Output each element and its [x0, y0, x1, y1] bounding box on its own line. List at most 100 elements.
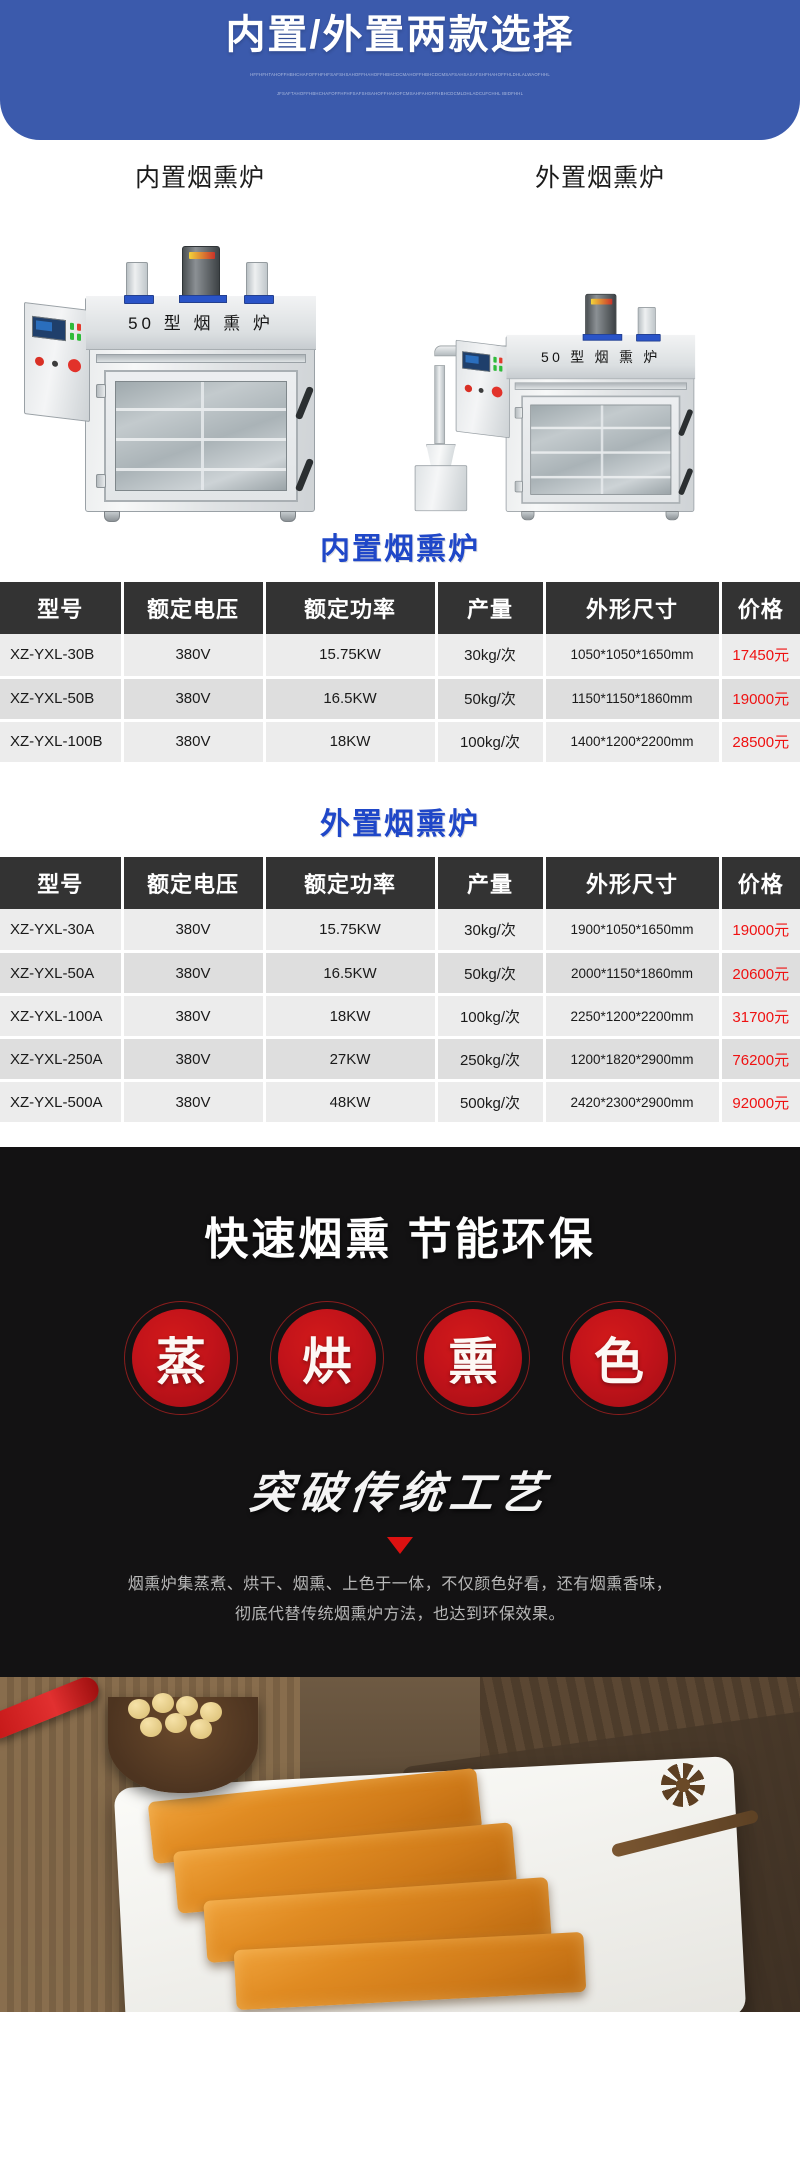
- feature-paragraph-line-1: 烟熏炉集蒸煮、烘干、烟熏、上色于一体，不仅颜色好看，还有烟熏香味，: [127, 1576, 673, 1593]
- table-row: XZ-YXL-30B 380V 15.75KW 30kg/次 1050*1050…: [0, 634, 800, 679]
- blower-motor-icon: [179, 246, 227, 303]
- table-row: XZ-YXL-500A 380V 48KW 500kg/次 2420*2300*…: [0, 1080, 800, 1125]
- badge-label: 熏: [424, 1309, 522, 1407]
- cell-voltage: 380V: [122, 951, 266, 996]
- oven-head: 50 型 烟 熏 炉: [506, 334, 696, 380]
- cell-power: 15.75KW: [264, 634, 438, 679]
- product-image-internal: 50 型 烟 熏 炉: [0, 212, 400, 522]
- cell-price: 19000元: [720, 677, 800, 722]
- table-row: XZ-YXL-50A 380V 16.5KW 50kg/次 2000*1150*…: [0, 951, 800, 996]
- cell-model: XZ-YXL-30B: [0, 634, 124, 679]
- showcase-label-internal: 内置烟熏炉: [134, 164, 265, 192]
- col-header-price: 价格: [720, 582, 800, 634]
- oven-body: 50 型 烟 熏 炉: [24, 246, 316, 522]
- hero-subtitle-line-2: JFSAFTAHOFFHBHCHAFOFFHFHFSAFSHSAHOFFHAHO…: [276, 90, 524, 97]
- cell-voltage: 380V: [122, 908, 266, 953]
- section-spacer: [0, 764, 800, 787]
- soy-bean-icon: [176, 1696, 198, 1716]
- oven-foot-icon: [280, 511, 296, 522]
- feature-paragraph: 烟熏炉集蒸煮、烘干、烟熏、上色于一体，不仅颜色好看，还有烟熏香味， 彻底代替传统…: [0, 1570, 800, 1631]
- cell-output: 30kg/次: [436, 908, 546, 953]
- badge-label: 色: [570, 1309, 668, 1407]
- indicator-green-1-icon: [493, 356, 497, 363]
- showcase-label-external: 外置烟熏炉: [534, 164, 665, 192]
- power-button-icon: [464, 384, 473, 393]
- cell-power: 15.75KW: [264, 908, 438, 953]
- hero-subtitle-line-1: HFFHFHTAHOFFHBHCHAFOFFHFHFSAFSHSAHOFFHAH…: [250, 71, 550, 78]
- blower-motor-icon: [582, 293, 623, 341]
- cell-price: 17450元: [720, 634, 800, 679]
- cell-output: 500kg/次: [436, 1080, 546, 1125]
- cell-model: XZ-YXL-50A: [0, 951, 124, 996]
- oven-door-frame: [521, 395, 681, 504]
- cell-voltage: 380V: [122, 1037, 266, 1082]
- indicator-green-1-icon: [70, 322, 74, 331]
- badge-label: 烘: [278, 1309, 376, 1407]
- cell-price: 31700元: [720, 994, 800, 1039]
- oven-door-mullion: [600, 405, 604, 494]
- cell-model: XZ-YXL-250A: [0, 1037, 124, 1082]
- cell-power: 48KW: [264, 1080, 438, 1125]
- oven-foot-icon: [521, 511, 535, 521]
- cell-output: 30kg/次: [436, 634, 546, 679]
- feature-badge-row: 蒸 烘 熏 色: [0, 1301, 800, 1415]
- cell-price: 19000元: [720, 908, 800, 953]
- lcd-display-icon: [32, 315, 66, 342]
- door-hinge-icon: [514, 480, 523, 493]
- food-photo: [0, 1677, 800, 2012]
- indicator-green-3-icon: [499, 365, 503, 372]
- toggle-knob-icon: [478, 387, 484, 394]
- cell-size: 1050*1050*1650mm: [544, 634, 722, 679]
- col-header-voltage: 额定电压: [122, 856, 266, 909]
- col-header-output: 产量: [436, 856, 546, 909]
- toggle-knob-icon: [52, 360, 58, 368]
- cell-size: 2420*2300*2900mm: [544, 1080, 722, 1125]
- oven-door-frame: [104, 370, 298, 502]
- cell-size: 2000*1150*1860mm: [544, 951, 722, 996]
- door-hinge-icon: [96, 474, 106, 488]
- chimney-left-icon: [124, 262, 154, 304]
- oven-glass-window: [530, 404, 672, 495]
- indicator-red-1-icon: [499, 357, 503, 364]
- col-header-output: 产量: [436, 582, 546, 634]
- col-header-model: 型号: [0, 582, 124, 634]
- stop-button-icon: [491, 386, 503, 398]
- oven-vent-slot: [514, 382, 687, 390]
- stop-button-icon: [68, 358, 81, 373]
- cell-price: 20600元: [720, 951, 800, 996]
- cell-model: XZ-YXL-100A: [0, 994, 124, 1039]
- col-header-size: 外形尺寸: [544, 856, 722, 909]
- cell-price: 28500元: [720, 720, 800, 765]
- indicator-green-2-icon: [493, 364, 497, 372]
- cell-power: 18KW: [264, 720, 438, 765]
- product-image-external: 50 型 烟 熏 炉: [400, 212, 800, 521]
- col-header-power: 额定功率: [264, 856, 438, 909]
- showcase-image-row: 50 型 烟 熏 炉: [0, 212, 800, 522]
- power-button-icon: [35, 356, 44, 367]
- lcd-display-icon: [462, 351, 491, 372]
- cell-output: 50kg/次: [436, 677, 546, 722]
- smoke-oven-internal-illustration: 50 型 烟 熏 炉: [24, 246, 316, 522]
- door-hinge-icon: [514, 407, 523, 419]
- soy-bean-icon: [200, 1702, 222, 1722]
- hero-banner: 内置/外置两款选择 HFFHFHTAHOFFHBHCHAFOFFHFHFSAFS…: [0, 0, 800, 140]
- cell-model: XZ-YXL-100B: [0, 720, 124, 765]
- cell-size: 1900*1050*1650mm: [544, 908, 722, 953]
- cell-output: 100kg/次: [436, 720, 546, 765]
- cell-voltage: 380V: [122, 994, 266, 1039]
- cell-price: 92000元: [720, 1080, 800, 1125]
- indicator-green-3-icon: [77, 333, 81, 341]
- feature-badge-color: 色: [562, 1301, 676, 1415]
- cell-voltage: 380V: [122, 677, 266, 722]
- feature-headline: 快速烟熏 节能环保: [204, 1215, 596, 1264]
- smoke-duct-vertical-icon: [434, 365, 446, 444]
- machine-face-label: 50 型 烟 熏 炉: [541, 349, 661, 366]
- spec-block-external: 外置烟熏炉 型号 额定电压 额定功率 产量 外形尺寸 价格 XZ-YXL-30A: [0, 786, 800, 1125]
- spec-table-internal: 型号 额定电压 额定功率 产量 外形尺寸 价格 XZ-YXL-30B 380V …: [0, 582, 800, 765]
- cell-power: 27KW: [264, 1037, 438, 1082]
- cell-size: 1400*1200*2200mm: [544, 720, 722, 765]
- control-panel: [455, 339, 510, 439]
- cell-model: XZ-YXL-500A: [0, 1080, 124, 1125]
- col-header-voltage: 额定电压: [122, 582, 266, 634]
- oven-vent-slot: [96, 354, 306, 363]
